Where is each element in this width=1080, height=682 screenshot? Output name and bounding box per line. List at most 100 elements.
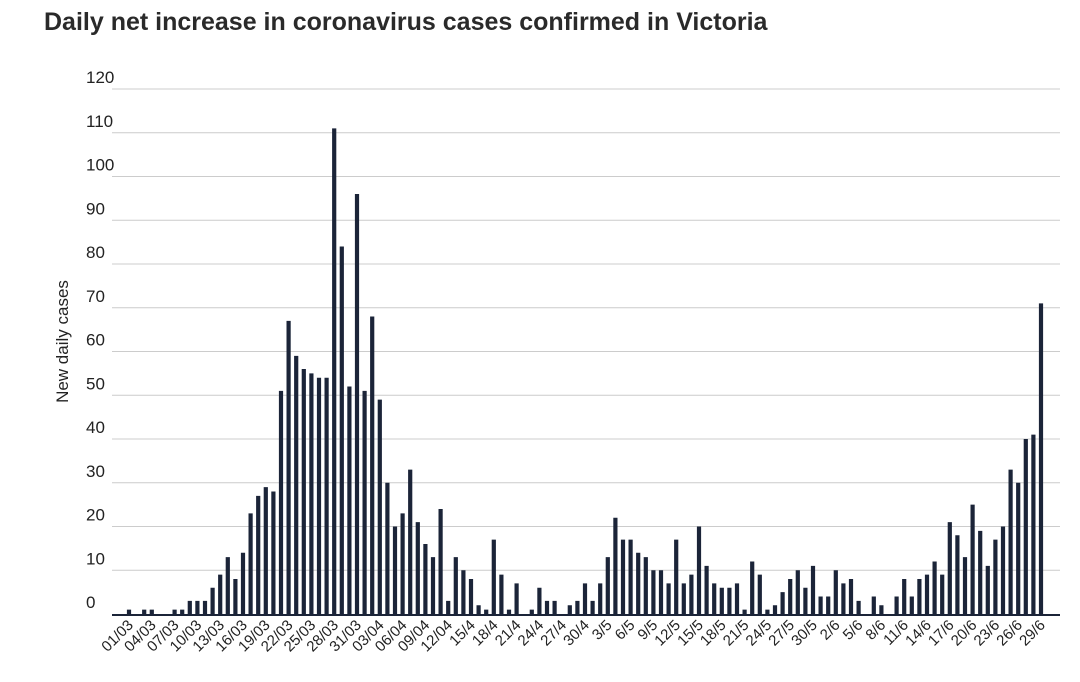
- bar: [712, 583, 717, 615]
- bar: [149, 609, 154, 615]
- bar: [666, 583, 671, 615]
- x-tick-label: 5/6: [840, 617, 867, 644]
- bar: [742, 609, 747, 615]
- y-tick-label: 80: [86, 243, 105, 262]
- bar: [818, 596, 823, 614]
- bar: [962, 557, 968, 615]
- bar: [354, 194, 360, 614]
- y-tick-label: 110: [86, 112, 113, 131]
- bar: [438, 509, 443, 614]
- bar: [233, 579, 238, 614]
- y-tick-label: 50: [86, 374, 105, 393]
- x-tick-label: 6/5: [612, 617, 639, 644]
- bar: [392, 526, 398, 614]
- chart-title: Daily net increase in coronavirus cases …: [44, 8, 768, 36]
- bar: [909, 596, 914, 614]
- bar: [993, 539, 998, 615]
- bar: [1031, 434, 1036, 615]
- bar: [772, 605, 778, 614]
- bar: [879, 605, 884, 614]
- bar: [613, 517, 618, 614]
- x-tick-label: 29/6: [1016, 617, 1049, 650]
- y-tick-label: 90: [86, 199, 105, 218]
- bar: [932, 561, 937, 614]
- bar: [643, 557, 648, 615]
- bar: [294, 355, 299, 615]
- bar: [727, 587, 732, 614]
- bar: [468, 579, 474, 614]
- bar: [826, 596, 831, 614]
- x-tick-label: 2/6: [817, 617, 844, 644]
- bar: [1038, 303, 1044, 615]
- bar: [332, 128, 337, 615]
- bar: [575, 600, 580, 615]
- bar: [1016, 482, 1021, 614]
- bar: [377, 399, 382, 615]
- bar: [1023, 439, 1028, 614]
- bar: [810, 565, 816, 615]
- y-tick-label: 120: [86, 68, 114, 87]
- bar: [415, 522, 420, 615]
- bar: [484, 609, 489, 615]
- bar: [362, 390, 367, 615]
- y-tick-label: 100: [86, 156, 114, 175]
- bar: [529, 609, 534, 615]
- bar: [218, 574, 223, 615]
- bar: [1000, 526, 1006, 614]
- bar: [514, 583, 519, 615]
- bar: [430, 557, 436, 615]
- bar: [339, 246, 344, 614]
- y-tick-label: 70: [86, 287, 105, 306]
- bar: [187, 600, 192, 615]
- bar: [301, 369, 306, 614]
- bar: [947, 522, 952, 615]
- bar: [651, 570, 656, 614]
- bar: [537, 587, 542, 614]
- bar: [841, 583, 846, 615]
- bar: [674, 539, 679, 615]
- bar: [408, 469, 413, 615]
- bar: [985, 565, 990, 615]
- bar: [681, 583, 686, 615]
- y-tick-label: 10: [86, 549, 105, 568]
- x-axis-ticks: 01/0304/0307/0310/0313/0316/0319/0322/03…: [98, 617, 1049, 656]
- bar: [248, 513, 253, 615]
- y-tick-label: 20: [86, 506, 105, 525]
- bar: [719, 587, 724, 614]
- bar: [1008, 469, 1013, 615]
- bar: [780, 592, 785, 615]
- bar: [256, 495, 261, 615]
- bar: [955, 535, 960, 614]
- bar: [476, 605, 481, 614]
- bar: [286, 320, 291, 615]
- bar: [278, 390, 284, 615]
- bar: [210, 587, 215, 614]
- bar: [491, 539, 496, 615]
- bar: [658, 570, 664, 614]
- bar: [544, 600, 550, 615]
- bar: [902, 579, 907, 614]
- y-axis-label: New daily cases: [53, 280, 72, 403]
- bar: [924, 574, 930, 615]
- bar: [172, 609, 177, 615]
- bar: [795, 570, 800, 614]
- y-tick-label: 60: [86, 331, 105, 350]
- bar: [970, 504, 975, 615]
- bar: [894, 596, 899, 614]
- gridlines: [112, 88, 1060, 571]
- x-tick-label: 30/5: [788, 617, 821, 650]
- bar: [871, 596, 876, 614]
- bar: [765, 609, 770, 615]
- bar: [499, 574, 504, 615]
- bar: [370, 316, 375, 614]
- bar: [590, 600, 595, 615]
- bar: [225, 557, 230, 615]
- bar: [347, 386, 352, 614]
- bar: [917, 579, 922, 614]
- bar: [978, 530, 983, 615]
- bar: [833, 570, 838, 614]
- bar: [142, 609, 147, 615]
- bar: [271, 491, 276, 614]
- bar: [689, 574, 694, 615]
